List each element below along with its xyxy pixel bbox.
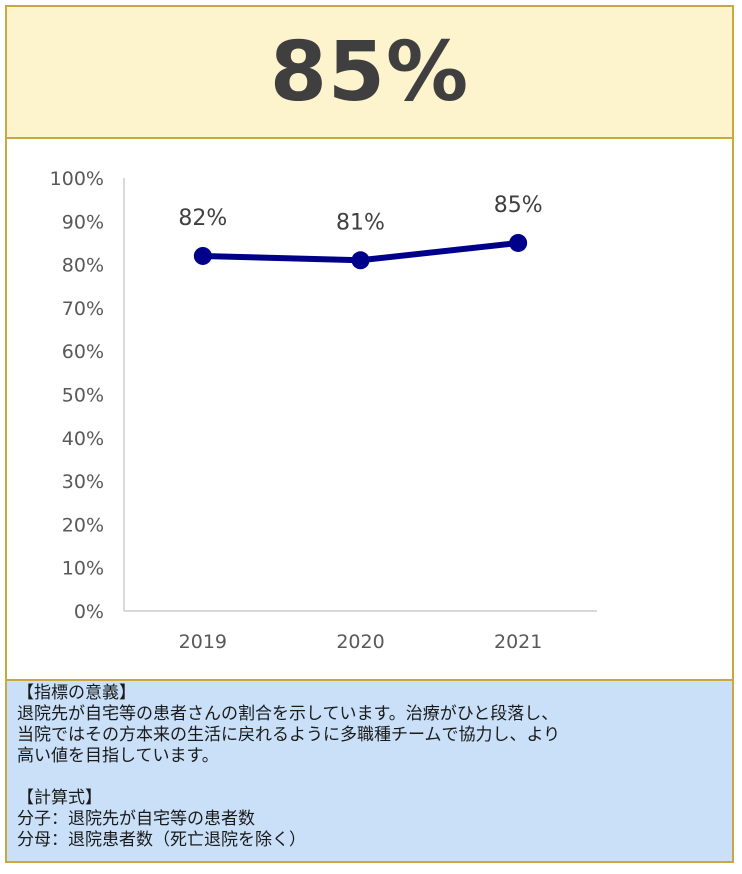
- data-label: 82%: [178, 206, 227, 231]
- x-tick-label: 2020: [336, 631, 384, 653]
- y-tick-label: 60%: [62, 341, 104, 363]
- data-label: 81%: [336, 210, 385, 235]
- line-chart: 0% 10% 20% 30% 40% 50% 60% 70% 80% 90% 100% 2019 202…: [7, 139, 732, 679]
- meaning-heading: 【指標の意義】: [17, 683, 136, 703]
- y-tick-label: 50%: [62, 385, 104, 407]
- data-point: [193, 246, 212, 265]
- description-panel: 【指標の意義】 退院先が自宅等の患者さんの割合を示しています。治療がひと段落し、…: [7, 679, 732, 861]
- meaning-line-2: 当院ではその方本来の生活に戻れるように多職種チームで協力し、より: [17, 725, 561, 745]
- data-point: [351, 251, 370, 270]
- kpi-header: 85%: [7, 7, 732, 139]
- y-tick-label: 10%: [62, 558, 104, 580]
- meaning-line-1: 退院先が自宅等の患者さんの割合を示しています。治療がひと段落し、: [17, 704, 559, 724]
- x-tick-label: 2019: [179, 631, 227, 653]
- y-tick-label: 30%: [62, 471, 104, 493]
- data-point: [509, 233, 528, 252]
- y-tick-label: 90%: [62, 211, 104, 233]
- data-label: 85%: [494, 193, 543, 218]
- formula-numerator: 分子：退院先が自宅等の患者数: [17, 809, 255, 829]
- y-tick-label: 70%: [62, 298, 104, 320]
- indicator-card: 85% 0% 10% 20% 30% 40% 50% 60% 70% 80% 90% 100% 201…: [5, 5, 734, 863]
- y-tick-label: 40%: [62, 428, 104, 450]
- formula-denominator: 分母：退院患者数（死亡退院を除く）: [17, 830, 306, 850]
- y-tick-label: 80%: [62, 255, 104, 277]
- formula-heading: 【計算式】: [17, 788, 102, 808]
- y-tick-label: 0%: [74, 601, 104, 623]
- line-chart-svg: 0% 10% 20% 30% 40% 50% 60% 70% 80% 90% 100% 2019 202…: [50, 168, 597, 653]
- x-tick-label: 2021: [494, 631, 542, 653]
- kpi-value: 85%: [269, 24, 470, 120]
- meaning-line-3: 高い値を目指しています。: [17, 746, 219, 766]
- y-tick-label: 100%: [50, 168, 104, 190]
- y-tick-label: 20%: [62, 514, 104, 536]
